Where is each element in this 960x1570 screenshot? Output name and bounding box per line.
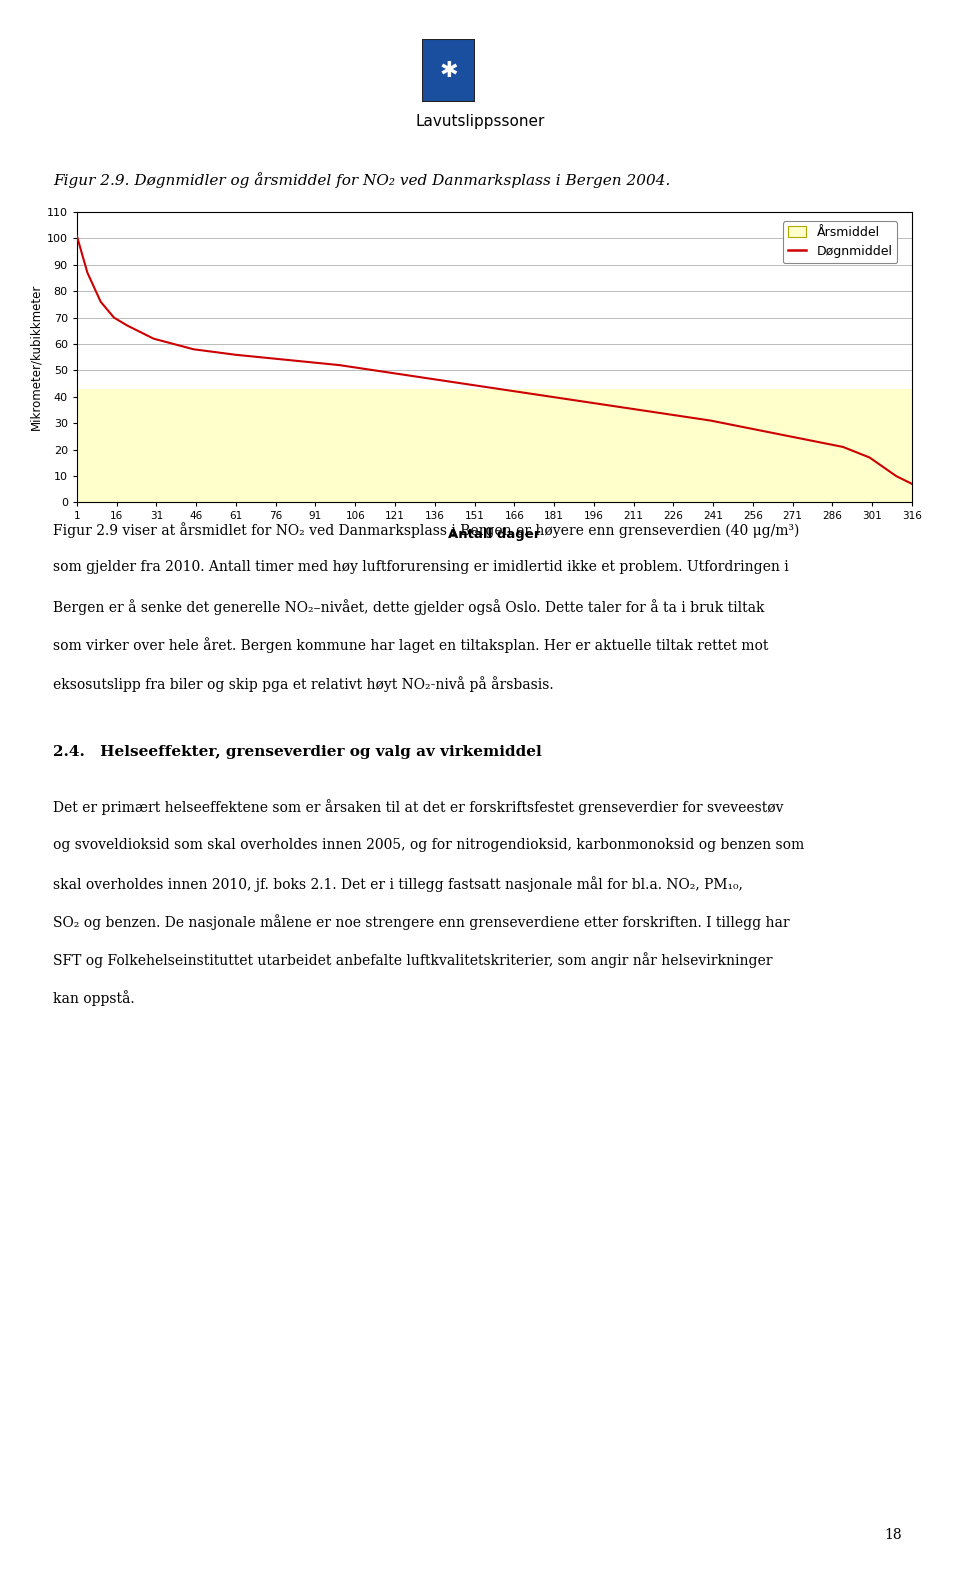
Text: som gjelder fra 2010. Antall timer med høy luftforurensing er imidlertid ikke et: som gjelder fra 2010. Antall timer med h… [53,560,788,575]
Text: Det er primært helseeffektene som er årsaken til at det er forskriftsfestet gren: Det er primært helseeffektene som er års… [53,799,783,815]
X-axis label: Antall dager: Antall dager [448,529,540,542]
FancyBboxPatch shape [422,39,475,102]
Text: SFT og Folkehelseinstituttet utarbeidet anbefalte luftkvalitetskriterier, som an: SFT og Folkehelseinstituttet utarbeidet … [53,953,772,969]
Text: Bergen er å senke det generelle NO₂–nivået, dette gjelder også Oslo. Dette taler: Bergen er å senke det generelle NO₂–nivå… [53,598,764,615]
Legend: Årsmiddel, Døgnmiddel: Årsmiddel, Døgnmiddel [782,221,898,264]
Text: ✱: ✱ [440,61,458,80]
Text: eksosutslipp fra biler og skip pga et relativt høyt NO₂-nivå på årsbasis.: eksosutslipp fra biler og skip pga et re… [53,677,553,692]
Text: SO₂ og benzen. De nasjonale målene er noe strengere enn grenseverdiene etter for: SO₂ og benzen. De nasjonale målene er no… [53,914,789,929]
Text: Figur 2.9 viser at årsmidlet for NO₂ ved Danmarksplass i Bergen er høyere enn gr: Figur 2.9 viser at årsmidlet for NO₂ ved… [53,521,799,537]
Text: kan oppstå.: kan oppstå. [53,991,134,1006]
Text: 2.4. Helseeffekter, grenseverdier og valg av virkemiddel: 2.4. Helseeffekter, grenseverdier og val… [53,746,541,760]
Text: skal overholdes innen 2010, jf. boks 2.1. Det er i tillegg fastsatt nasjonale må: skal overholdes innen 2010, jf. boks 2.1… [53,876,743,892]
Text: 18: 18 [884,1528,901,1542]
Text: som virker over hele året. Bergen kommune har laget en tiltaksplan. Her er aktue: som virker over hele året. Bergen kommun… [53,637,768,653]
Y-axis label: Mikrometer/kubikkmeter: Mikrometer/kubikkmeter [30,284,42,430]
Bar [77,389,912,502]
Text: og svoveldioksid som skal overholdes innen 2005, og for nitrogendioksid, karbonm: og svoveldioksid som skal overholdes inn… [53,838,804,853]
Text: Figur 2.9. Døgnmidler og årsmiddel for NO₂ ved Danmarksplass i Bergen 2004.: Figur 2.9. Døgnmidler og årsmiddel for N… [53,173,670,188]
Text: Lavutslippssoner: Lavutslippssoner [416,115,544,129]
